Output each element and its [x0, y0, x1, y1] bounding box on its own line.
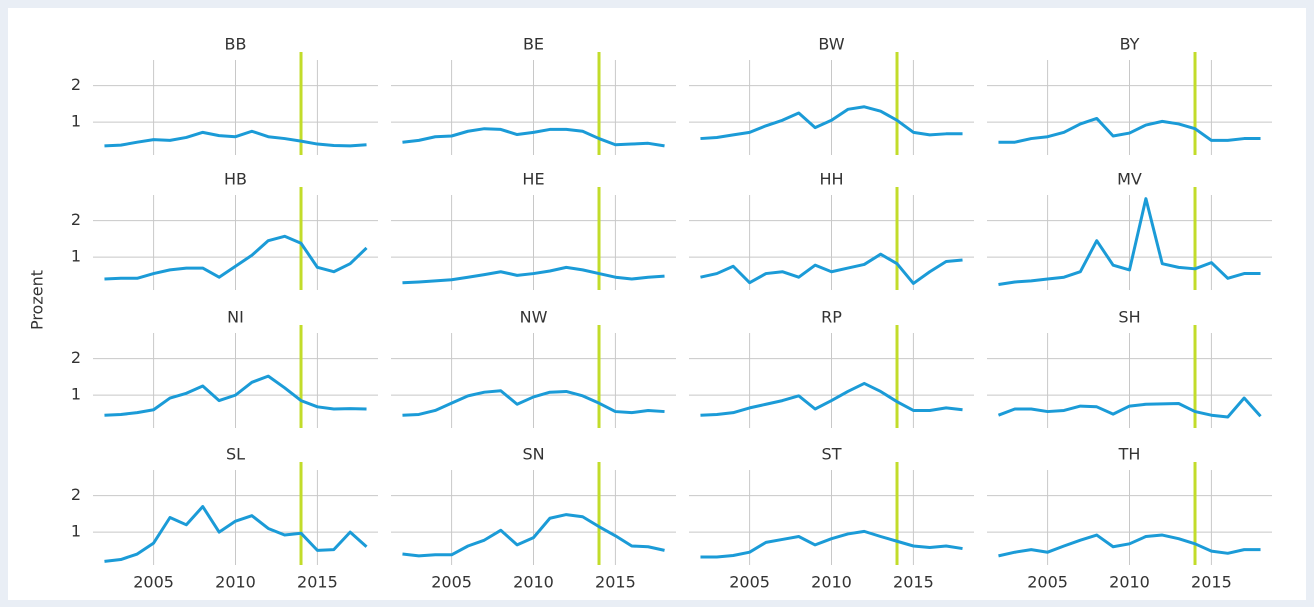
x-tick-label: 2015 [297, 573, 338, 592]
data-line [700, 381, 963, 417]
data-line [998, 533, 1261, 558]
data-line [997, 396, 1262, 419]
data-line [402, 127, 665, 148]
panel-title: NI [227, 308, 244, 327]
x-tick-label: 2010 [215, 573, 256, 592]
y-tick-label: 2 [71, 210, 81, 229]
y-axis-label: Prozent [28, 270, 47, 330]
x-tick-label: 2015 [893, 573, 934, 592]
panel-title: BE [523, 35, 544, 54]
panel-title: NW [520, 308, 548, 327]
panel-title: HB [224, 170, 247, 189]
x-tick-label: 2015 [595, 573, 636, 592]
x-tick-label: 2005 [431, 573, 472, 592]
panel-title: HH [819, 170, 843, 189]
y-tick-label: 2 [71, 348, 81, 367]
y-tick-label: 2 [71, 75, 81, 94]
plot-background [8, 8, 1306, 600]
data-line [700, 529, 963, 559]
x-tick-label: 2010 [1109, 573, 1150, 592]
panel-title: BY [1120, 35, 1140, 54]
panel-title: BB [225, 35, 247, 54]
data-line [402, 389, 665, 417]
panel-title: ST [822, 445, 842, 464]
data-line [402, 513, 665, 558]
data-line [104, 374, 367, 417]
y-tick-label: 1 [71, 385, 81, 404]
data-line [104, 234, 368, 281]
x-tick-label: 2015 [1191, 573, 1232, 592]
y-tick-label: 1 [71, 247, 81, 266]
data-line [402, 265, 665, 285]
data-line [700, 105, 963, 141]
panel-title: SN [522, 445, 544, 464]
data-line [998, 197, 1261, 287]
data-line [998, 116, 1261, 144]
panel-title: MV [1117, 170, 1142, 189]
x-tick-label: 2005 [729, 573, 770, 592]
panel-title: HE [522, 170, 544, 189]
y-tick-label: 1 [71, 522, 81, 541]
data-line [104, 129, 367, 148]
data-line [104, 505, 368, 563]
data-line [700, 252, 963, 285]
panel-title: RP [821, 308, 842, 327]
panel-title: TH [1118, 445, 1141, 464]
x-tick-label: 2010 [513, 573, 554, 592]
panel-title: SH [1118, 308, 1140, 327]
panel-title: BW [818, 35, 844, 54]
x-tick-label: 2005 [133, 573, 174, 592]
y-tick-label: 2 [71, 485, 81, 504]
x-tick-label: 2005 [1027, 573, 1068, 592]
y-tick-label: 1 [71, 112, 81, 131]
panel-title: SL [226, 445, 245, 464]
x-tick-label: 2010 [811, 573, 852, 592]
